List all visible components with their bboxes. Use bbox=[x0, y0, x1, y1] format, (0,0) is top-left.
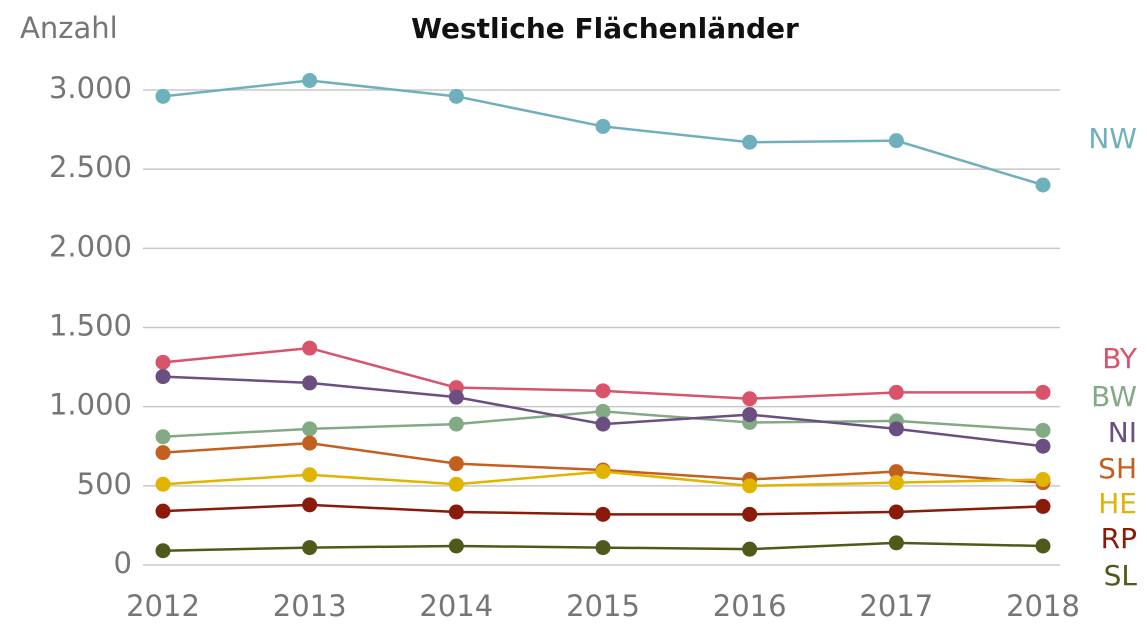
data-point bbox=[1035, 384, 1051, 400]
x-tick-label: 2017 bbox=[859, 589, 933, 623]
data-point bbox=[448, 456, 464, 472]
data-point bbox=[155, 445, 171, 461]
data-point bbox=[888, 133, 904, 149]
data-point bbox=[448, 416, 464, 432]
data-point bbox=[448, 538, 464, 554]
data-point bbox=[888, 421, 904, 437]
data-point bbox=[742, 391, 758, 407]
data-point bbox=[595, 506, 611, 522]
data-point bbox=[302, 540, 318, 556]
y-tick-label: 1.500 bbox=[49, 309, 132, 343]
data-point bbox=[595, 383, 611, 399]
data-point bbox=[888, 475, 904, 491]
data-point bbox=[742, 541, 758, 557]
series-label: HE bbox=[1098, 487, 1137, 520]
data-point bbox=[155, 476, 171, 492]
series-label: BY bbox=[1102, 342, 1138, 375]
data-point bbox=[302, 497, 318, 513]
data-point bbox=[155, 88, 171, 104]
x-tick-label: 2018 bbox=[1006, 589, 1080, 623]
data-point bbox=[595, 540, 611, 556]
x-tick-label: 2016 bbox=[713, 589, 787, 623]
data-point bbox=[302, 375, 318, 391]
data-point bbox=[595, 118, 611, 134]
y-tick-label: 0 bbox=[114, 546, 132, 580]
data-point bbox=[302, 73, 318, 88]
data-point bbox=[888, 384, 904, 400]
chart-title: Westliche Flächenländer bbox=[411, 12, 799, 45]
data-point bbox=[1035, 538, 1051, 554]
data-point bbox=[595, 416, 611, 432]
x-tick-label: 2015 bbox=[566, 589, 640, 623]
y-tick-label: 500 bbox=[77, 467, 132, 501]
data-point bbox=[302, 421, 318, 437]
data-point bbox=[1035, 177, 1051, 193]
data-point bbox=[742, 407, 758, 423]
data-point bbox=[595, 403, 611, 419]
data-point bbox=[448, 476, 464, 492]
data-point bbox=[302, 435, 318, 451]
y-tick-label: 2.500 bbox=[49, 150, 132, 184]
series-label: RP bbox=[1101, 522, 1137, 555]
data-point bbox=[155, 354, 171, 370]
x-tick-label: 2014 bbox=[419, 589, 493, 623]
data-point bbox=[1035, 422, 1051, 438]
x-tick-label: 2012 bbox=[126, 589, 200, 623]
data-point bbox=[742, 506, 758, 522]
y-axis-label: Anzahl bbox=[20, 11, 118, 45]
y-tick-label: 3.000 bbox=[49, 71, 132, 105]
data-point bbox=[742, 134, 758, 150]
data-point bbox=[302, 340, 318, 356]
data-point bbox=[302, 467, 318, 483]
series-label: NW bbox=[1088, 122, 1137, 155]
data-point bbox=[448, 88, 464, 104]
data-point bbox=[155, 429, 171, 445]
data-point bbox=[742, 478, 758, 494]
y-tick-label: 1.000 bbox=[49, 388, 132, 422]
data-point bbox=[888, 504, 904, 520]
data-point bbox=[1035, 438, 1051, 454]
data-point bbox=[888, 464, 904, 480]
x-tick-label: 2013 bbox=[273, 589, 347, 623]
data-point bbox=[155, 543, 171, 559]
data-point bbox=[1035, 472, 1051, 487]
data-point bbox=[448, 389, 464, 405]
data-point bbox=[1035, 498, 1051, 514]
data-point bbox=[888, 535, 904, 551]
series-label: SL bbox=[1104, 559, 1138, 592]
series-label: BW bbox=[1091, 380, 1137, 413]
y-tick-label: 2.000 bbox=[49, 229, 132, 263]
series-label: SH bbox=[1098, 452, 1137, 485]
data-point bbox=[595, 464, 611, 480]
data-point bbox=[448, 504, 464, 520]
data-point bbox=[155, 503, 171, 519]
data-point bbox=[155, 369, 171, 385]
series-label: NI bbox=[1108, 416, 1137, 449]
